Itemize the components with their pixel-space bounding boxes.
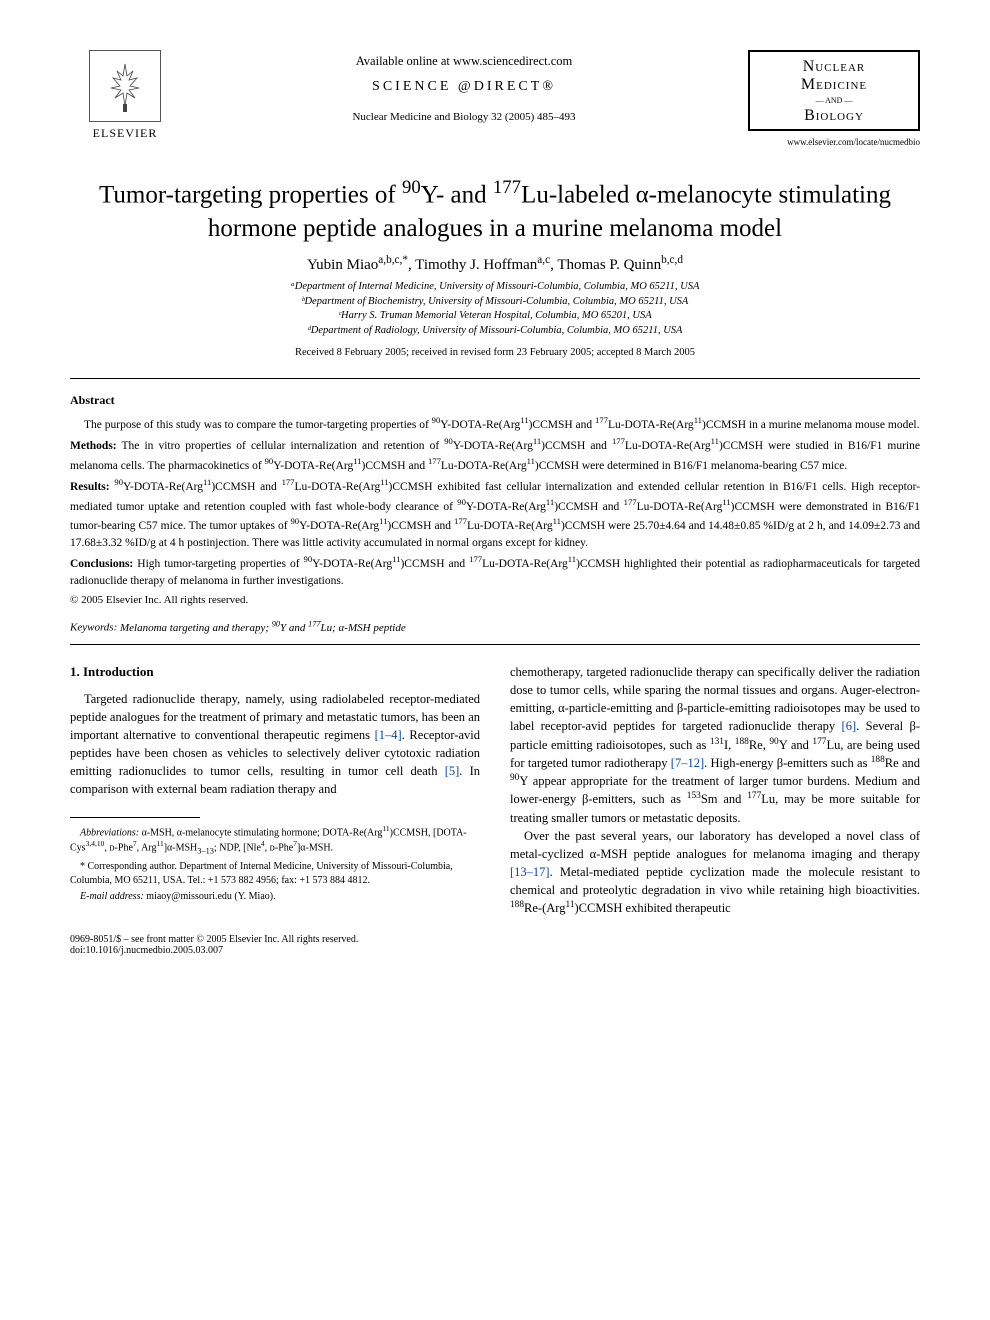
available-online-text: Available online at www.sciencedirect.co… [180, 54, 748, 69]
footnotes: Abbreviations: α-MSH, α-melanocyte stimu… [70, 824, 480, 904]
sciencedirect-logo-text: SCIENCE @DIRECT® [180, 79, 748, 95]
abstract-conclusions: Conclusions: High tumor-targeting proper… [70, 553, 920, 589]
elsevier-label: ELSEVIER [70, 126, 180, 141]
footer-doi: doi:10.1016/j.nucmedbio.2005.03.007 [70, 945, 920, 956]
keywords-label: Keywords: [70, 622, 117, 634]
divider-bottom [70, 644, 920, 645]
abstract-body: The purpose of this study was to compare… [70, 414, 920, 610]
article-title: Tumor-targeting properties of 90Y- and 1… [70, 175, 920, 246]
abstract-methods: Methods: The in vitro properties of cell… [70, 435, 920, 474]
journal-name-line2: Medicine [754, 76, 914, 94]
footnote-abbreviations: Abbreviations: α-MSH, α-melanocyte stimu… [70, 824, 480, 857]
page: ELSEVIER Available online at www.science… [0, 0, 990, 996]
journal-url: www.elsevier.com/locate/nucmedbio [748, 137, 920, 147]
affiliation-a: ᵃDepartment of Internal Medicine, Univer… [70, 280, 920, 295]
authors: Yubin Miaoa,b,c,*, Timothy J. Hoffmana,c… [70, 254, 920, 274]
left-column: 1. Introduction Targeted radionuclide th… [70, 663, 480, 918]
header: ELSEVIER Available online at www.science… [70, 50, 920, 147]
keywords-text: Melanoma targeting and therapy; 90Y and … [120, 622, 406, 634]
abstract-heading: Abstract [70, 393, 920, 408]
footnote-corresponding: * Corresponding author. Department of In… [70, 860, 480, 887]
affiliation-b: ᵇDepartment of Biochemistry, University … [70, 295, 920, 310]
intro-heading: 1. Introduction [70, 663, 480, 682]
footer-issn: 0969-8051/$ – see front matter © 2005 El… [70, 934, 920, 945]
journal-title-box: Nuclear Medicine — AND — Biology [748, 50, 920, 131]
journal-box-wrapper: Nuclear Medicine — AND — Biology www.els… [748, 50, 920, 147]
copyright-line: © 2005 Elsevier Inc. All rights reserved… [70, 593, 920, 609]
abstract-purpose: The purpose of this study was to compare… [70, 414, 920, 434]
article-dates: Received 8 February 2005; received in re… [70, 347, 920, 358]
page-footer: 0969-8051/$ – see front matter © 2005 El… [70, 934, 920, 956]
intro-right-p2: Over the past several years, our laborat… [510, 827, 920, 918]
journal-name-line1: Nuclear [754, 58, 914, 76]
intro-left-p1: Targeted radionuclide therapy, namely, u… [70, 690, 480, 799]
abstract-results: Results: 90Y-DOTA-Re(Arg11)CCMSH and 177… [70, 476, 920, 551]
journal-name-and: — AND — [754, 96, 914, 105]
divider-top [70, 378, 920, 379]
keywords-line: Keywords: Melanoma targeting and therapy… [70, 619, 920, 634]
affiliation-c: ᶜHarry S. Truman Memorial Veteran Hospit… [70, 309, 920, 324]
intro-right-p1: chemotherapy, targeted radionuclide ther… [510, 663, 920, 827]
center-header: Available online at www.sciencedirect.co… [180, 50, 748, 123]
publisher-logo-block: ELSEVIER [70, 50, 180, 141]
body-columns: 1. Introduction Targeted radionuclide th… [70, 663, 920, 918]
elsevier-tree-icon [89, 50, 161, 122]
journal-citation: Nuclear Medicine and Biology 32 (2005) 4… [180, 111, 748, 123]
footnote-separator [70, 817, 200, 818]
affiliation-d: ᵈDepartment of Radiology, University of … [70, 324, 920, 339]
right-column: chemotherapy, targeted radionuclide ther… [510, 663, 920, 918]
footnote-email: E-mail address: miaoy@missouri.edu (Y. M… [70, 890, 480, 904]
journal-name-line3: Biology [754, 107, 914, 125]
